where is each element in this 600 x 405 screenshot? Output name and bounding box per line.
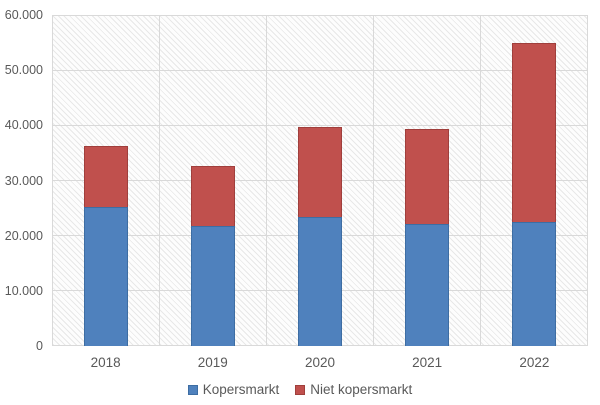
bar-segment-kopersmarkt <box>512 222 557 346</box>
bar-segment-niet-kopersmarkt <box>298 126 342 218</box>
y-axis-tick-label: 0 <box>36 339 43 353</box>
bar-segment-niet-kopersmarkt <box>512 42 557 223</box>
bar-segment-kopersmarkt <box>190 225 235 346</box>
x-axis-category-label: 2022 <box>519 355 550 370</box>
vertical-gridline <box>480 15 482 346</box>
y-axis-tick-label: 30.000 <box>4 173 43 188</box>
y-axis-tick-label: 20.000 <box>4 228 43 243</box>
vertical-gridline <box>373 15 375 346</box>
y-axis-tick-label: 60.000 <box>4 8 43 22</box>
x-axis-category-label: 2019 <box>197 355 228 370</box>
y-axis-tick-label: 50.000 <box>4 63 43 78</box>
legend-swatch-icon <box>295 384 306 395</box>
legend-label: Niet kopersmarkt <box>310 382 413 397</box>
y-axis-tick-label: 10.000 <box>4 283 43 298</box>
bar-segment-kopersmarkt <box>83 206 128 346</box>
legend-label: Kopersmarkt <box>202 382 280 397</box>
bar-segment-niet-kopersmarkt <box>405 128 450 225</box>
horizontal-gridline <box>52 69 588 71</box>
legend-item-kopersmarkt: Kopersmarkt <box>187 381 280 398</box>
x-axis-category-label: 2018 <box>90 355 121 370</box>
legend-swatch-icon <box>187 384 198 395</box>
x-axis-category-label: 2021 <box>412 355 443 370</box>
bar-segment-niet-kopersmarkt <box>83 146 128 207</box>
legend: Kopersmarkt Niet kopersmarkt <box>0 381 600 398</box>
y-axis-tick-label: 40.000 <box>4 118 43 133</box>
bar-segment-niet-kopersmarkt <box>190 165 235 226</box>
bar-segment-kopersmarkt <box>405 224 450 346</box>
x-axis-category-label: 2020 <box>304 355 336 370</box>
horizontal-gridline <box>52 124 588 126</box>
vertical-gridline <box>265 15 267 346</box>
legend-item-niet-kopersmarkt: Niet kopersmarkt <box>295 381 412 398</box>
bar-segment-kopersmarkt <box>298 217 342 346</box>
vertical-gridline <box>158 15 160 346</box>
